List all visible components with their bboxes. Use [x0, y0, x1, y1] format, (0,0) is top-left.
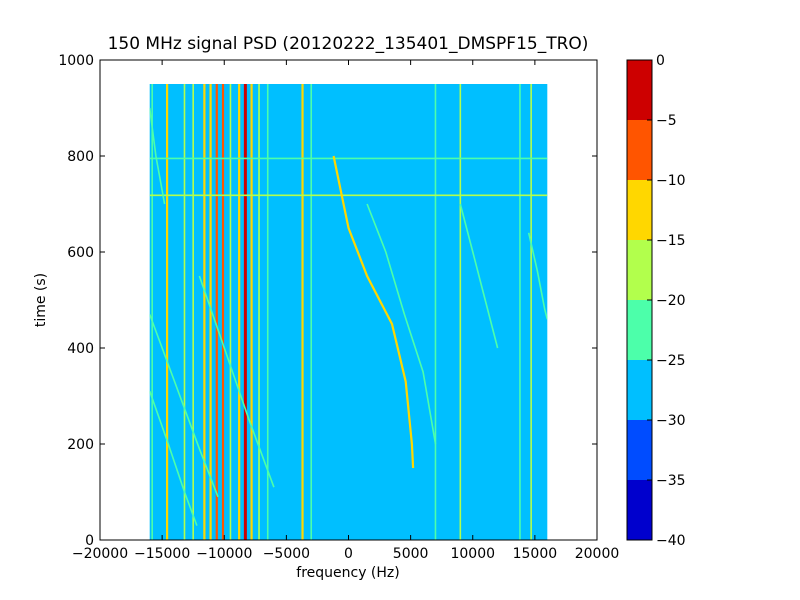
colorbar: −40 −35 −30 −25 −20 −15 −10 −5 0	[626, 53, 686, 549]
y-tick-label: 600	[67, 245, 94, 261]
signal-curve	[332, 155, 415, 469]
colorbar-tick-label: 0	[656, 53, 665, 69]
colorbar-swatch	[627, 180, 652, 240]
colorbar-tick-label: −20	[656, 293, 686, 309]
colorbar-swatch	[627, 300, 652, 360]
signal-curve	[527, 232, 548, 320]
signal-curve	[149, 107, 166, 205]
colorbar-tick-label: −5	[656, 113, 677, 129]
y-axis: 0 200 400 600 800 1000	[58, 53, 597, 549]
colorbar-tick-label: −35	[656, 473, 686, 489]
x-tick-label: −20000	[72, 546, 128, 562]
x-tick-label: 10000	[450, 546, 495, 562]
x-tick-label: −5000	[263, 546, 310, 562]
signal-curve	[149, 314, 219, 498]
x-tick-label: −15000	[134, 546, 190, 562]
y-tick-label: 800	[67, 149, 94, 165]
signal-curve	[198, 275, 275, 488]
x-tick-label: 5000	[393, 546, 429, 562]
signal-curve	[366, 203, 437, 445]
x-tick-label: 15000	[513, 546, 558, 562]
y-tick-label: 1000	[58, 53, 94, 69]
colorbar-swatch	[627, 480, 652, 540]
heatmap	[149, 84, 548, 540]
colorbar-swatch	[627, 420, 652, 480]
x-axis-label: frequency (Hz)	[296, 565, 399, 581]
colorbar-tick-label: −15	[656, 233, 686, 249]
colorbar-tick-label: −40	[656, 533, 686, 549]
y-tick-label: 0	[85, 533, 94, 549]
colorbar-swatch	[627, 120, 652, 180]
colorbar-tick-label: −10	[656, 173, 686, 189]
signal-curve	[459, 203, 499, 349]
signal-curve	[149, 390, 198, 526]
x-tick-label: 0	[344, 546, 353, 562]
y-tick-label: 200	[67, 437, 94, 453]
x-tick-label: 20000	[575, 546, 620, 562]
x-tick-label: −10000	[196, 546, 252, 562]
chart-title: 150 MHz signal PSD (20120222_135401_DMSP…	[108, 34, 589, 54]
colorbar-swatch	[627, 240, 652, 300]
colorbar-swatch	[627, 60, 652, 120]
y-axis-label: time (s)	[33, 273, 49, 327]
colorbar-swatch	[627, 360, 652, 420]
colorbar-tick-label: −30	[656, 413, 686, 429]
y-tick-label: 400	[67, 341, 94, 357]
colorbar-tick-label: −25	[656, 353, 686, 369]
x-axis: −20000 −15000 −10000 −5000 0 5000 10000 15000 20…	[72, 60, 619, 562]
